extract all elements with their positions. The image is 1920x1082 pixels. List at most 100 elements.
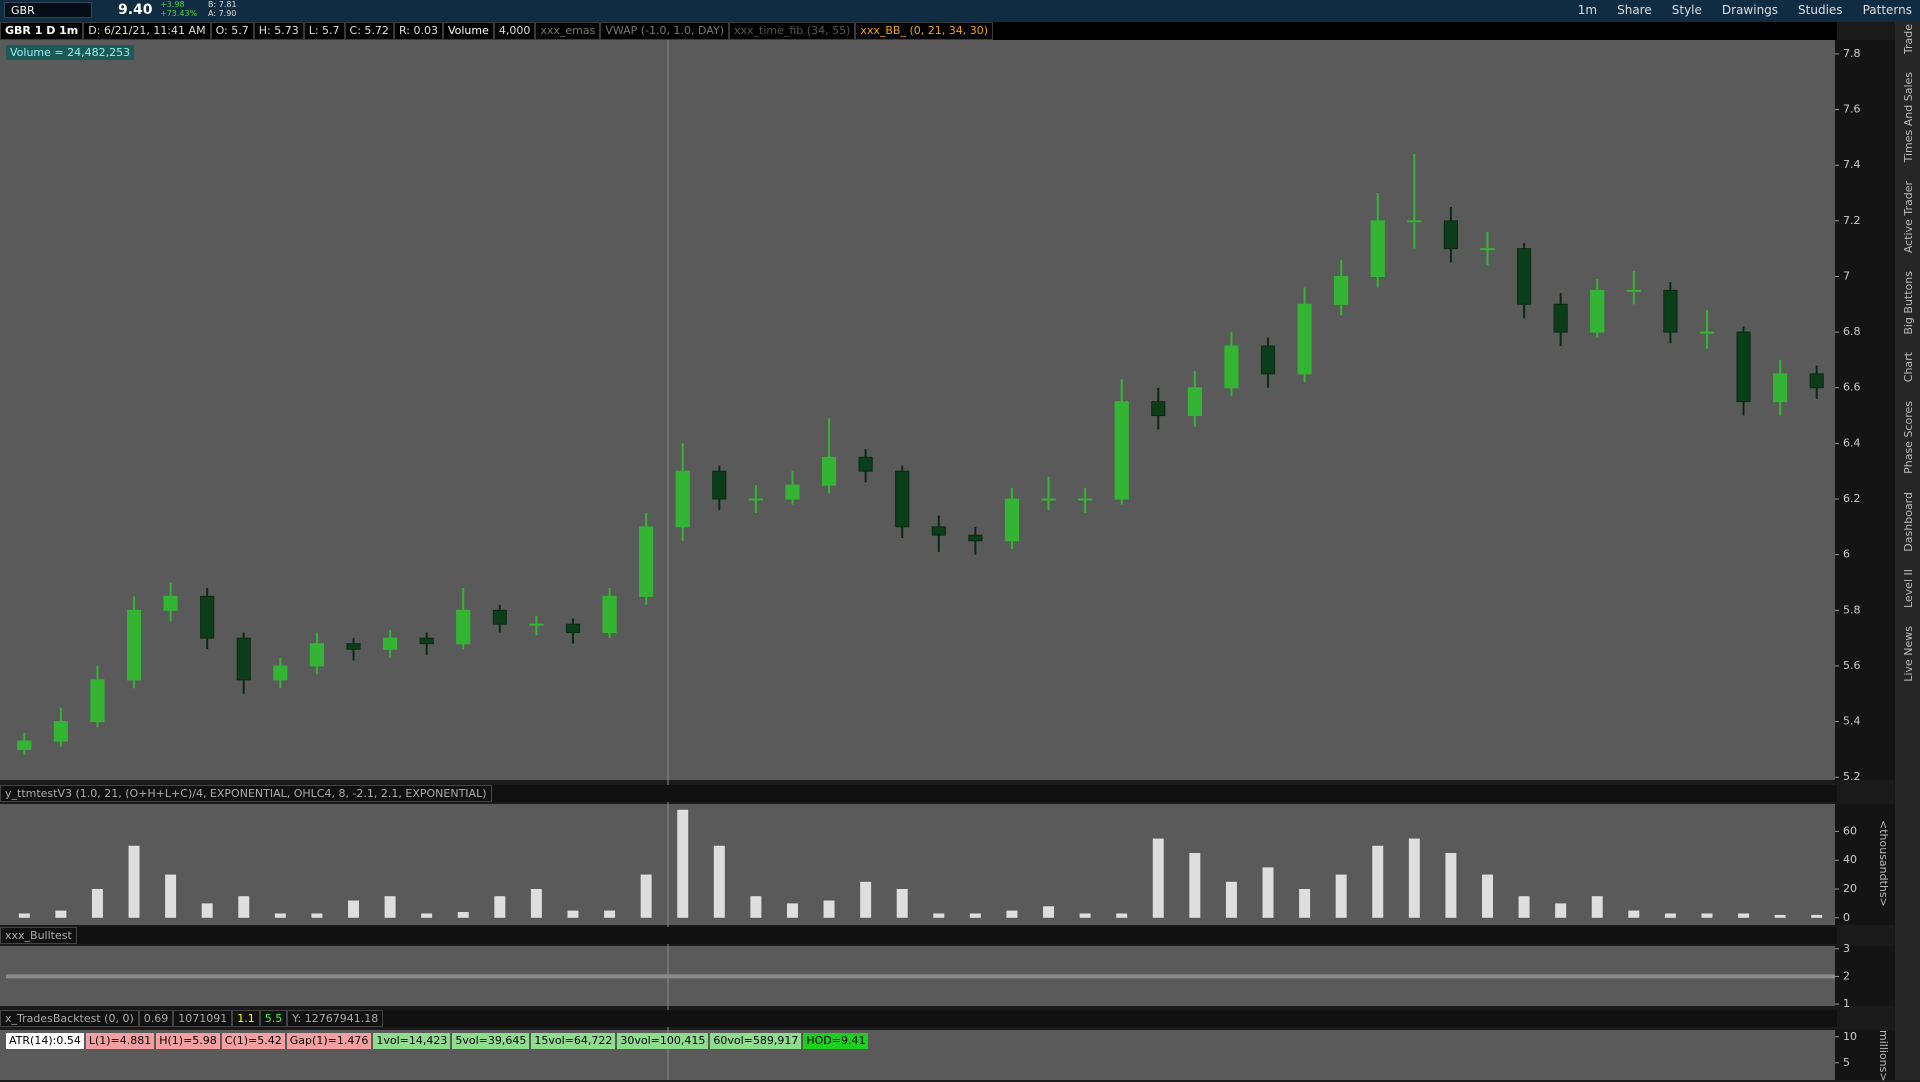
toolbar-button[interactable]: Drawings [1721, 3, 1779, 17]
stat: 30vol=100,415 [617, 1033, 709, 1049]
info-item: O: 5.7 [210, 22, 254, 40]
backtest-item: 1.1 [232, 1010, 260, 1027]
info-item: C: 5.72 [344, 22, 394, 40]
histogram-bar [18, 913, 30, 918]
axis-label: <thousandths> [1877, 820, 1890, 907]
info-item: GBR 1 D 1m [0, 22, 84, 40]
candle-body [1773, 373, 1788, 403]
side-tab[interactable]: Live News [1901, 626, 1915, 682]
histogram-bar [274, 913, 286, 918]
info-item: VWAP (-1.0, 1.0, DAY) [600, 22, 729, 40]
histogram-bar [530, 888, 542, 918]
candle-body [529, 623, 544, 626]
toolbar-button[interactable]: Patterns [1862, 3, 1912, 17]
side-tab[interactable]: Chart [1901, 352, 1915, 383]
panel-bg [0, 40, 1835, 780]
study-title: xxx_Bulltest [0, 927, 77, 944]
histogram-bar [677, 809, 689, 918]
histogram-bar [1408, 838, 1420, 918]
y-tick-label: 40 [1843, 853, 1857, 866]
stat: C(1)=5.42 [221, 1033, 285, 1049]
info-bar: GBR 1 D 1m D: 6/21/21, 11:41 AM O: 5.7 H: 5… [0, 22, 1837, 40]
y-tick-label: 5.2 [1843, 770, 1861, 783]
toolbar-button[interactable]: Share [1617, 3, 1652, 17]
side-tab[interactable]: Dashboard [1901, 491, 1915, 552]
candle-body [383, 637, 398, 650]
timeframe-button[interactable]: 1m [1577, 3, 1598, 17]
stat: 60vol=589,917 [710, 1033, 802, 1049]
histogram-bar [786, 903, 798, 918]
histogram-bar [1518, 896, 1530, 918]
candle-body [1736, 331, 1751, 403]
side-tab[interactable]: Phase Scores [1901, 400, 1915, 474]
histogram-bar [128, 845, 140, 918]
histogram-bar [91, 888, 103, 918]
candle-body [126, 609, 142, 681]
backtest-item: Y: 12767941.18 [287, 1010, 384, 1027]
info-item: D: 6/21/21, 11:41 AM [83, 22, 211, 40]
symbol-box[interactable]: GBR [4, 2, 92, 18]
histogram-bar [201, 903, 213, 918]
backtest-item: 5.5 [259, 1010, 288, 1027]
side-tab[interactable]: Level II [1901, 569, 1915, 609]
backtest-item: x_TradesBacktest (0, 0) [0, 1010, 139, 1027]
candle-body [1151, 401, 1166, 417]
candle-body [1407, 220, 1422, 223]
y-tick-label: 5.8 [1843, 603, 1861, 616]
histogram-bar [1189, 852, 1201, 918]
candle-body [1809, 373, 1824, 389]
y-tick-label: 6.4 [1843, 436, 1861, 449]
candle-body [163, 595, 178, 611]
side-tab[interactable]: Big Buttons [1901, 270, 1915, 335]
histogram-bar [384, 896, 396, 918]
histogram-bar [1445, 852, 1457, 918]
candle-body [1590, 289, 1605, 333]
change: +3.98 +73.43% [160, 0, 197, 18]
histogram-bar [238, 896, 250, 918]
info-item: L: 5.7 [303, 22, 345, 40]
histogram-bar [1335, 874, 1347, 918]
toolbar-button[interactable]: Studies [1798, 3, 1843, 17]
histogram-bar [1628, 910, 1640, 918]
info-item: 4,000 [493, 22, 536, 40]
study-title: y_ttmtestV3 (1.0, 21, (O+H+L+C)/4, EXPON… [0, 785, 492, 802]
y-tick-label: 6.8 [1843, 325, 1861, 338]
y-tick-label: 5.6 [1843, 659, 1861, 672]
histogram-bar [896, 888, 908, 918]
candle-body [565, 623, 581, 634]
histogram-bar [969, 913, 981, 918]
side-tab[interactable]: Times And Sales [1901, 72, 1915, 163]
candle-body [346, 643, 361, 650]
y-tick-label: 60 [1843, 824, 1857, 837]
candle-body [1553, 303, 1568, 333]
y-tick-label: 3 [1843, 942, 1850, 955]
side-tab[interactable]: Trade [1901, 24, 1915, 55]
info-item: R: 0.03 [393, 22, 443, 40]
axis-bg [1835, 1030, 1895, 1080]
histogram-bar [1372, 845, 1384, 918]
stat: HOD=9.41 [803, 1033, 869, 1049]
candle-body [1443, 220, 1458, 250]
y-tick-label: 1 [1843, 997, 1850, 1010]
candle-body [1260, 345, 1276, 375]
info-item: xxx_time_fib (34, 55) [729, 22, 856, 40]
side-tab[interactable]: Active Trader [1901, 180, 1915, 253]
side-tabs: Trade Times And Sales Active Trader Big But… [1896, 24, 1920, 682]
histogram-bar [1043, 906, 1055, 918]
y-tick-label: 7.2 [1843, 214, 1861, 227]
candle-body [639, 526, 654, 597]
histogram-bar [1664, 913, 1676, 918]
study-header: y_ttmtestV3 (1.0, 21, (O+H+L+C)/4, EXPON… [0, 785, 1837, 802]
candle-body [675, 470, 690, 528]
histogram-bar [750, 896, 762, 918]
candle-body [419, 637, 434, 645]
info-item: xxx_emas [535, 22, 601, 40]
histogram-bar [604, 910, 616, 918]
study-header: xxx_Bulltest [0, 927, 1837, 944]
histogram-bar [494, 896, 506, 918]
histogram-bar [1591, 896, 1603, 918]
toolbar-button[interactable]: Style [1671, 3, 1702, 17]
y-tick-label: 7.8 [1843, 47, 1861, 60]
